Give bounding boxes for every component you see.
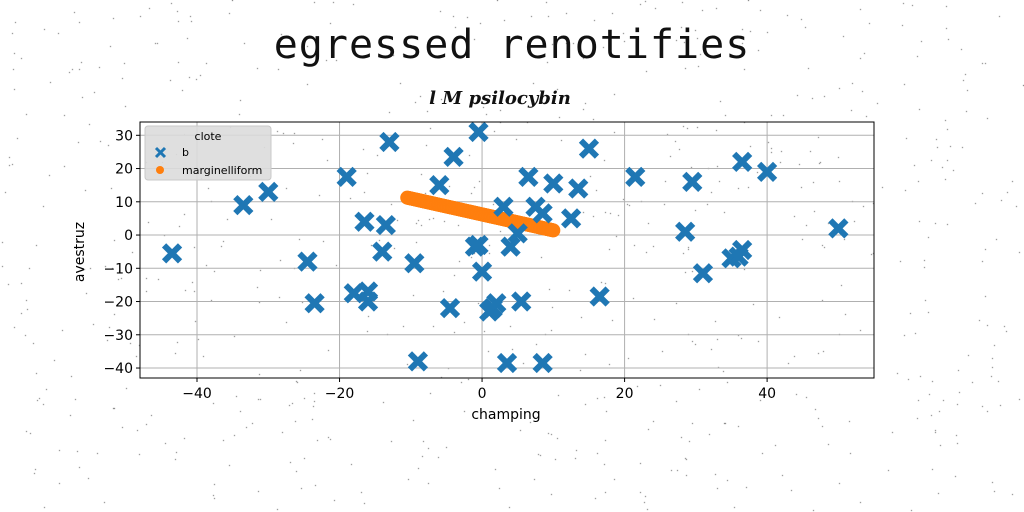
marginelliform-point: [546, 223, 561, 238]
x-tick-label: −20: [325, 386, 355, 402]
legend-marker-b: [154, 146, 167, 159]
legend-marker-marginelliform: [156, 166, 164, 174]
b-point: [732, 151, 753, 173]
b-point: [354, 211, 375, 232]
b-point: [543, 173, 564, 194]
b-point: [161, 243, 183, 264]
b-point: [589, 286, 610, 307]
y-tick-label: −30: [103, 328, 133, 344]
b-point: [692, 263, 714, 284]
b-point: [496, 352, 518, 374]
b-point: [486, 293, 507, 314]
y-tick-label: −10: [103, 261, 133, 277]
b-point: [493, 196, 514, 217]
b-point: [578, 138, 600, 159]
b-point: [518, 166, 539, 187]
b-point: [756, 161, 778, 182]
b-point: [439, 298, 461, 319]
b-point: [258, 181, 279, 202]
legend-label-marginelliform: marginelliform: [182, 164, 262, 177]
x-axis-ticks: −40 −20 0 20 40: [182, 378, 776, 402]
y-tick-label: 10: [115, 195, 133, 211]
y-tick-label: 0: [124, 228, 133, 244]
b-point: [429, 175, 450, 196]
b-point: [233, 194, 254, 216]
b-point: [443, 146, 464, 168]
legend-label-b: b: [182, 146, 189, 159]
b-point: [336, 166, 357, 187]
b-point: [507, 223, 528, 244]
b-point: [732, 239, 753, 261]
b-point: [379, 131, 400, 153]
b-point: [532, 352, 553, 374]
b-point: [471, 261, 493, 282]
x-tick-label: 0: [478, 386, 487, 402]
b-point: [468, 121, 489, 143]
b-point: [304, 293, 325, 314]
b-point: [532, 203, 553, 224]
b-point: [500, 236, 521, 257]
b-point: [625, 166, 646, 187]
b-point: [375, 214, 396, 236]
plot-area: [161, 121, 849, 374]
axes-frame: [139, 121, 875, 379]
y-tick-label: −40: [103, 361, 133, 377]
b-point: [682, 171, 703, 192]
x-tick-label: 20: [616, 386, 634, 402]
b-point: [404, 253, 425, 274]
figure-suptitle: egressed renotifies: [273, 22, 751, 68]
y-axis-label: avestruz: [72, 222, 88, 282]
y-axis-ticks: 30 20 10 0 −10 −20 −30 −40: [103, 128, 140, 377]
b-point: [561, 208, 582, 229]
y-tick-label: −20: [103, 295, 133, 311]
b-point: [511, 291, 532, 312]
b-point: [407, 351, 429, 372]
b-point: [468, 234, 489, 256]
x-axis-label: champing: [471, 407, 540, 423]
x-tick-label: 40: [758, 386, 776, 402]
legend: clote b marginelliform: [144, 125, 272, 181]
b-point: [568, 178, 589, 199]
b-point: [372, 241, 393, 262]
y-tick-label: 30: [115, 128, 133, 144]
b-point: [357, 291, 379, 312]
x-tick-label: −40: [182, 386, 212, 402]
chart-title: l M psilocybin: [429, 88, 571, 109]
b-point: [828, 218, 849, 239]
legend-title: clote: [195, 130, 222, 143]
b-point: [297, 251, 318, 272]
y-tick-label: 20: [115, 162, 133, 178]
b-point: [675, 221, 696, 242]
